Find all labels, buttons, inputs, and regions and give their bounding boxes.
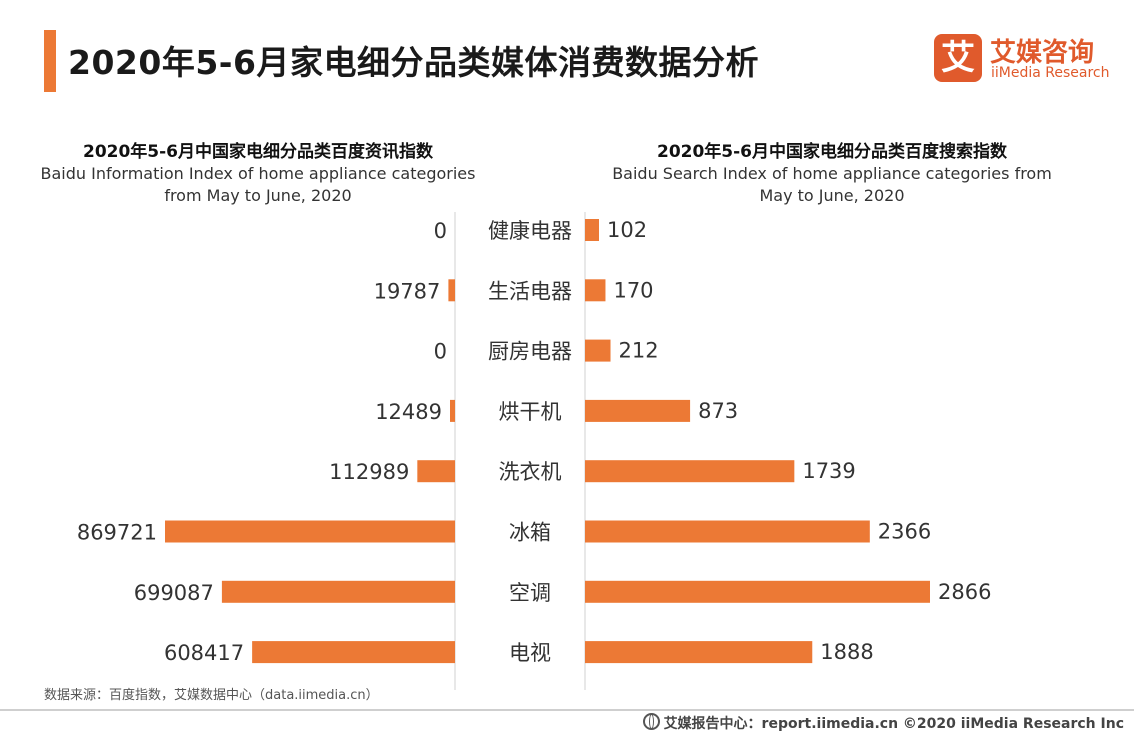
right-bar [585, 580, 930, 603]
left-bar [448, 279, 455, 302]
category-label: 厨房电器 [488, 340, 572, 364]
left-bar [417, 460, 455, 483]
right-bar-value-label: 170 [613, 278, 653, 302]
left-chart-subtitle: Baidu Information Index of home applianc… [40, 164, 476, 205]
category-label: 冰箱 [509, 521, 551, 545]
butterfly-bar-chart: 健康电器 0 102 生活电器 19787 170 厨房电器 0 212 烘干机 12489 873 洗… [77, 212, 991, 690]
left-panel-title: 2020年5-6月中国家电细分品类百度资讯指数 Baidu Informatio… [38, 141, 478, 207]
left-bar-value-label: 112989 [329, 460, 409, 484]
left-bar-value-label: 869721 [77, 521, 157, 545]
left-bar [221, 580, 455, 603]
left-chart-title: 2020年5-6月中国家电细分品类百度资讯指数 [82, 142, 434, 162]
category-label: 烘干机 [499, 400, 562, 424]
logo-mark: 艾 [934, 34, 982, 82]
left-bar [450, 399, 455, 422]
category-label: 空调 [509, 581, 551, 605]
right-bar [585, 520, 870, 543]
right-bar [585, 399, 691, 422]
right-bar-value-label: 212 [619, 339, 659, 363]
right-bar-value-label: 1888 [820, 640, 873, 664]
right-bar-value-label: 102 [607, 218, 647, 242]
footer-divider [0, 709, 1134, 711]
category-label: 电视 [509, 641, 551, 665]
right-bar [585, 339, 611, 362]
right-bar [585, 279, 606, 302]
data-source-note: 数据来源：百度指数，艾媒数据中心（data.iimedia.cn） [44, 688, 379, 703]
left-bar-value-label: 12489 [375, 400, 442, 424]
right-bar-value-label: 1739 [802, 459, 855, 483]
right-chart-title: 2020年5-6月中国家电细分品类百度搜索指数 [656, 142, 1008, 162]
right-bar [585, 219, 599, 241]
right-bar-value-label: 2866 [938, 580, 991, 604]
footer-credit: 艾媒报告中心：report.iimedia.cn ©2020 iiMedia R… [642, 713, 1124, 733]
right-bar [585, 460, 795, 483]
iimedia-logo: 艾 艾媒咨询 iiMedia Research [934, 34, 1124, 84]
logo-text-cn: 艾媒咨询 [990, 38, 1095, 68]
left-bar-value-label: 19787 [374, 279, 441, 303]
globe-icon [642, 713, 660, 730]
right-bar-value-label: 2366 [878, 520, 931, 544]
left-bar-value-label: 0 [434, 340, 447, 364]
right-chart-subtitle: Baidu Search Index of home appliance cat… [612, 164, 1052, 205]
logo-text-en: iiMedia Research [991, 65, 1110, 81]
title-accent-bar [44, 30, 56, 92]
right-panel-title: 2020年5-6月中国家电细分品类百度搜索指数 Baidu Search Ind… [612, 141, 1052, 207]
page-title: 2020年5-6月家电细分品类媒体消费数据分析 [68, 43, 759, 82]
right-bar-value-label: 873 [698, 399, 738, 423]
category-label: 洗衣机 [499, 460, 562, 484]
right-bar [585, 641, 813, 664]
left-bar [252, 641, 455, 664]
footer-text: 艾媒报告中心：report.iimedia.cn ©2020 iiMedia R… [663, 716, 1124, 732]
category-label: 生活电器 [488, 279, 572, 303]
left-bar-value-label: 699087 [134, 581, 214, 605]
category-label: 健康电器 [488, 219, 572, 243]
left-bar [165, 520, 455, 543]
left-bar-value-label: 608417 [164, 641, 244, 665]
left-bar-value-label: 0 [434, 219, 447, 243]
